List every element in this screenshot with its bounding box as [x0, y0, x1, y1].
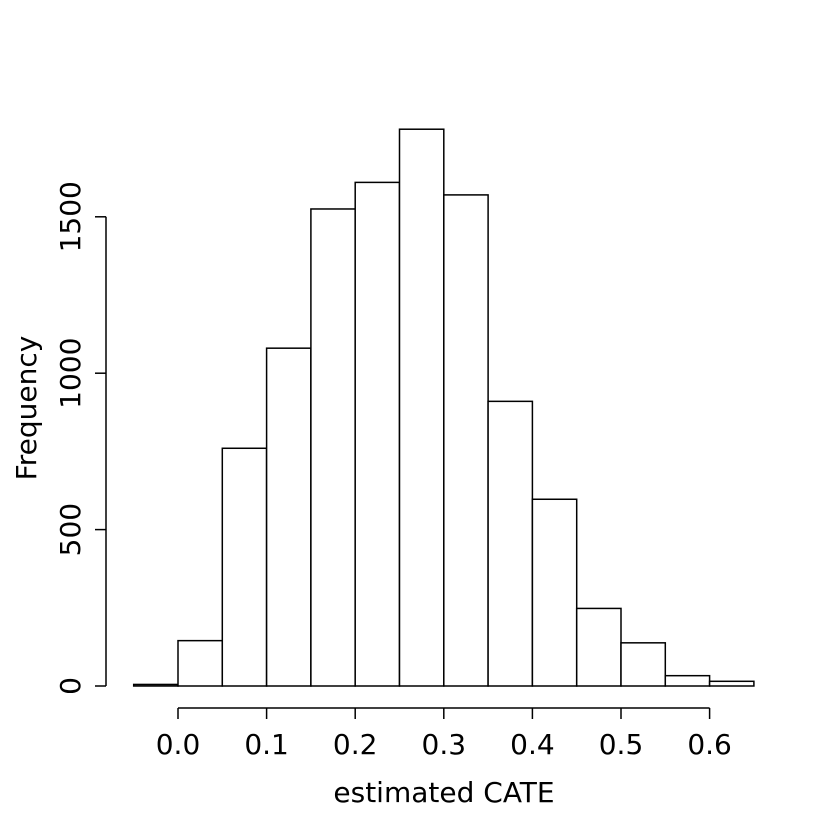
x-axis-title: estimated CATE [333, 776, 554, 809]
histogram-bar [443, 194, 489, 687]
x-tick-label: 0.0 [156, 728, 201, 761]
bars-group [132, 128, 755, 687]
histogram-bar [398, 128, 445, 687]
y-tick-label: 0 [54, 677, 87, 695]
x-tick-label: 0.5 [599, 728, 644, 761]
x-tick-label: 0.1 [244, 728, 289, 761]
histogram-bar [177, 639, 224, 687]
x-tick-label: 0.4 [510, 728, 555, 761]
histogram-bar [310, 208, 356, 687]
y-tick-label: 1000 [54, 338, 87, 409]
histogram-bar [487, 400, 534, 687]
x-axis: 0.0 0.1 0.2 0.3 0.4 0.5 0.6 [156, 707, 732, 761]
histogram-bar [531, 498, 578, 687]
histogram-bar [664, 674, 711, 687]
x-tick-label: 0.3 [422, 728, 467, 761]
histogram-bar [708, 680, 755, 687]
histogram-bar [221, 447, 268, 687]
y-tick-label: 1500 [54, 181, 87, 252]
x-tick-label: 0.2 [333, 728, 378, 761]
y-axis-title: Frequency [10, 336, 43, 481]
y-tick-label: 500 [54, 503, 87, 556]
histogram-bar [354, 181, 401, 687]
x-tick-label: 0.6 [687, 728, 732, 761]
histogram-bar [575, 607, 622, 687]
histogram-bar [132, 683, 179, 687]
histogram-bar [620, 642, 667, 687]
histogram-bar [265, 347, 312, 687]
y-axis: 0 500 1000 1500 [54, 181, 107, 695]
